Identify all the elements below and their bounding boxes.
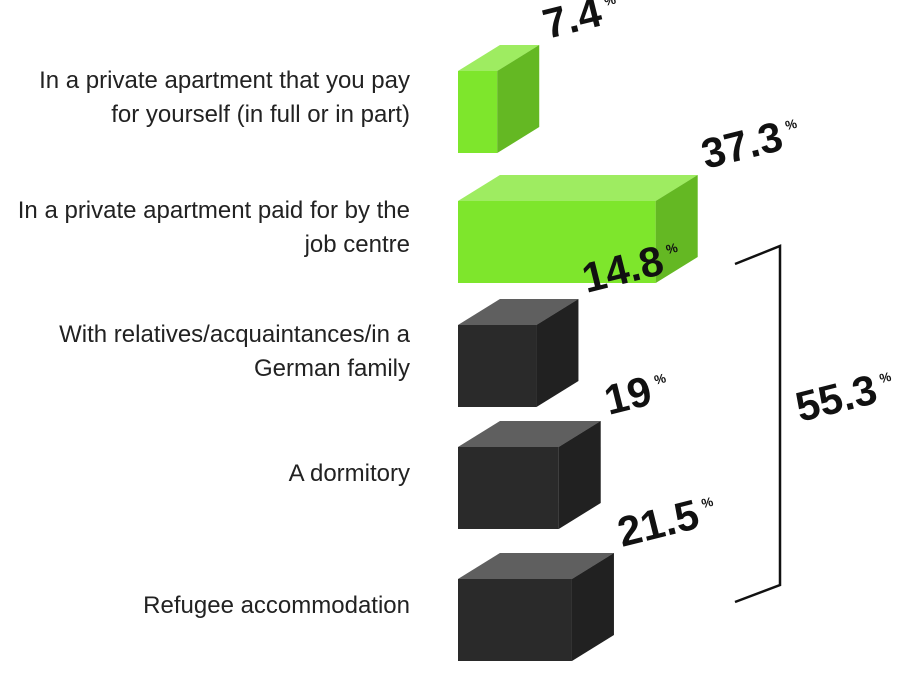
bar-top [458, 553, 614, 579]
category-label: In a private apartment paid for by the j… [17, 197, 410, 258]
bar-side [571, 553, 614, 661]
bar-side-shade [655, 175, 698, 283]
value-unit: % [602, 0, 617, 9]
bar-side [558, 421, 601, 529]
value-unit: % [653, 370, 668, 387]
bar-top [458, 45, 540, 71]
bar-top-shade [458, 45, 540, 71]
category-label: In a private apartment that you pay for … [39, 67, 410, 128]
bar-front [458, 325, 537, 407]
bar [458, 175, 698, 283]
value-label: 21.5% [613, 486, 721, 556]
bar-front [458, 579, 572, 661]
bar-side [497, 45, 540, 153]
bracket-number: 55.3 [791, 365, 882, 430]
value-label: 37.3% [696, 108, 804, 178]
bar-side [536, 299, 579, 407]
bar-front [458, 71, 498, 153]
bar [458, 45, 540, 153]
bar-side-shade [497, 45, 540, 153]
bar-top-shade [458, 299, 579, 325]
value-number: 21.5 [613, 490, 704, 555]
bracket [734, 244, 782, 604]
bracket-unit: % [878, 369, 893, 386]
bar-top [458, 421, 601, 447]
value-unit: % [784, 116, 799, 133]
bar-top-shade [458, 421, 601, 447]
value-number: 19 [600, 367, 657, 424]
value-number: 7.4 [538, 0, 607, 48]
bar [458, 421, 601, 529]
bar [458, 553, 614, 661]
value-label: 7.4% [538, 0, 623, 48]
bar [458, 299, 579, 407]
value-number: 37.3 [696, 112, 787, 177]
category-label: A dormitory [288, 460, 410, 487]
value-unit: % [700, 494, 715, 511]
bar-side-shade [571, 553, 614, 661]
bar-front [458, 201, 656, 283]
bar-top [458, 299, 579, 325]
category-label: Refugee accommodation [143, 592, 410, 619]
bar-top-shade [458, 175, 698, 201]
bar-front [458, 447, 559, 529]
bracket-label: 55.3% [791, 361, 899, 431]
category-label: With relatives/acquaintances/in a German… [59, 321, 410, 382]
value-unit: % [664, 240, 679, 257]
bar-top [458, 175, 698, 201]
bar-side [655, 175, 698, 283]
value-label: 19% [600, 362, 674, 423]
bar-side-shade [536, 299, 579, 407]
bar-side-shade [558, 421, 601, 529]
bar-top-shade [458, 553, 614, 579]
